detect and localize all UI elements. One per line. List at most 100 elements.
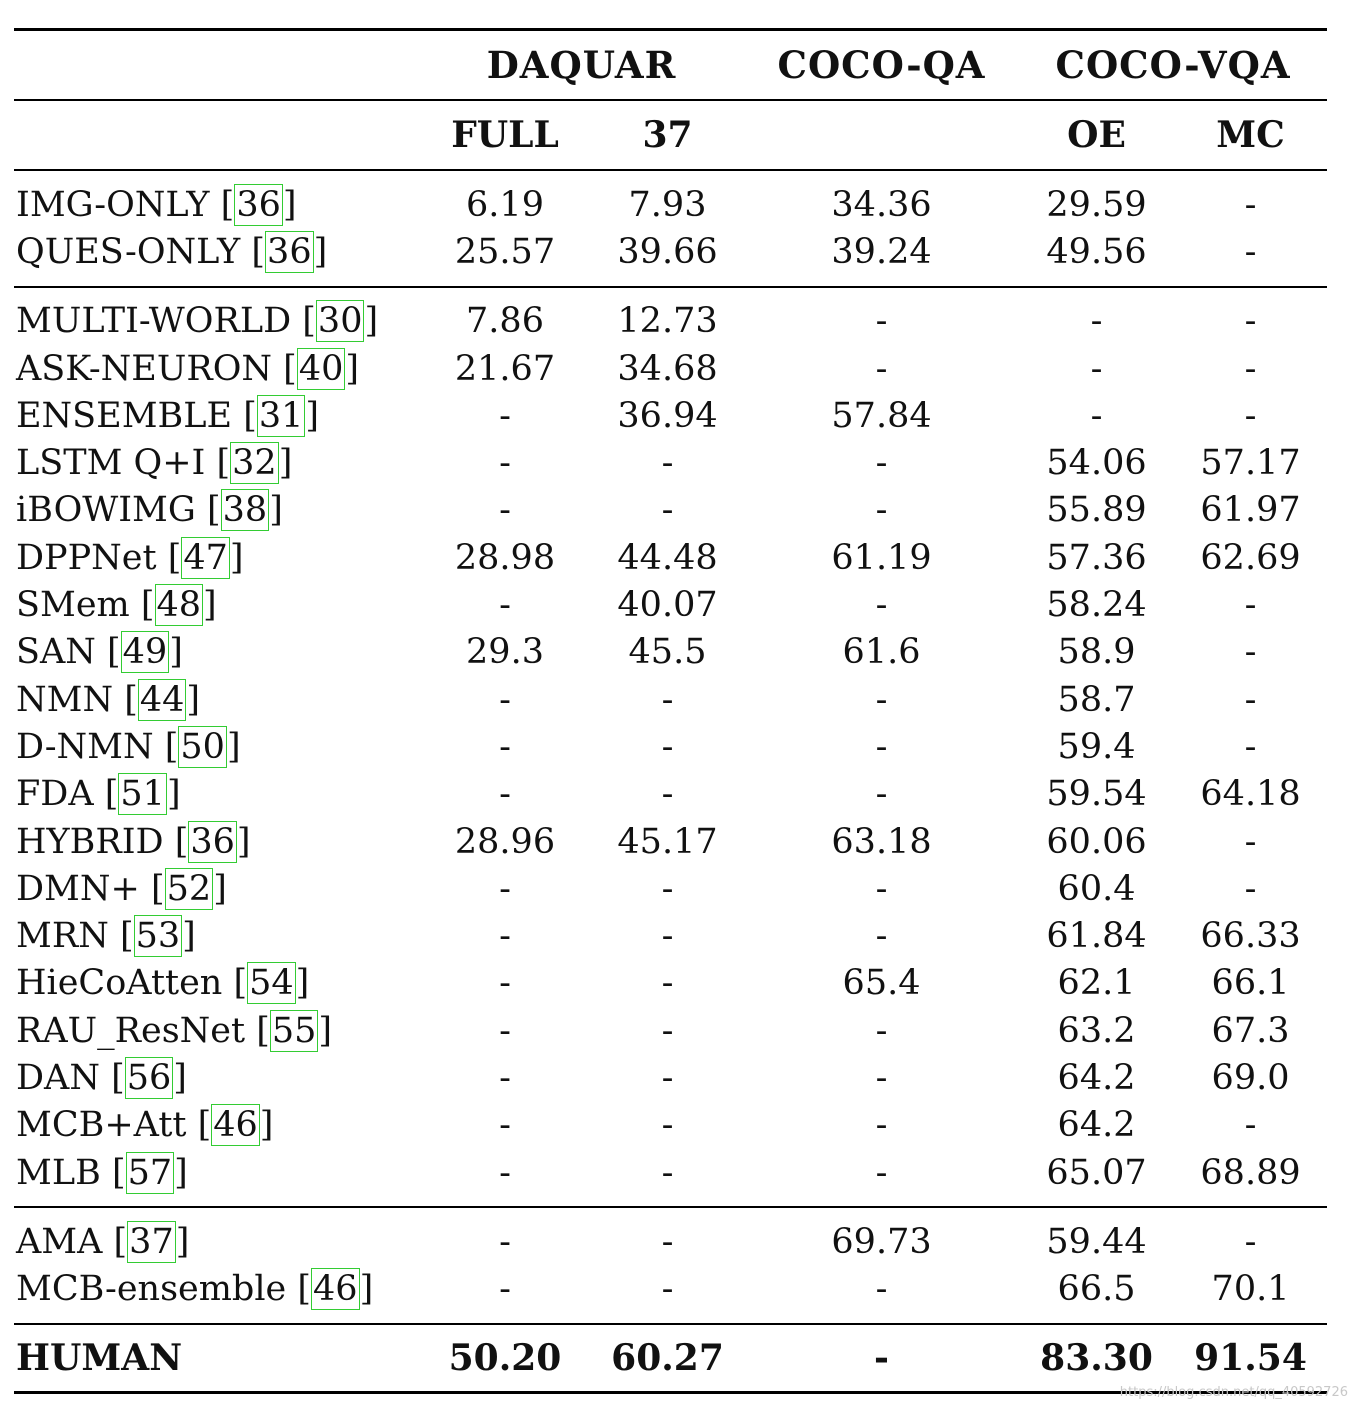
dataset-header-coco-qa: COCO-QA (777, 43, 986, 87)
citation-link[interactable]: 32 (230, 442, 279, 485)
method-cell: ASK-NEURON [40] (16, 347, 360, 390)
table-row: FDA [51] - - - 59.54 64.18 (14, 771, 1327, 818)
dataset-header-row: DAQUAR COCO-QA COCO-VQA (14, 29, 1328, 101)
citation-link[interactable]: 30 (315, 300, 365, 343)
citation-link[interactable]: 40 (296, 347, 346, 390)
score-cell: 45.5 (628, 632, 707, 673)
human-row: HUMAN 50.20 60.27 - 83.30 91.54 (14, 1323, 1328, 1393)
table-row: DPPNet [47] 28.98 44.48 61.19 57.36 62.69 (14, 534, 1327, 581)
score-cell: - (1244, 585, 1257, 626)
score-cell: - (661, 1269, 674, 1310)
citation-link[interactable]: 46 (211, 1104, 260, 1147)
score-cell: - (875, 916, 888, 957)
table-row: QUES-ONLY [36] 25.57 39.66 39.24 49.56 - (14, 228, 1327, 286)
citation-link[interactable]: 36 (234, 183, 283, 226)
score-cell: - (661, 726, 674, 767)
citation-link[interactable]: 46 (311, 1268, 360, 1311)
score-cell: 66.5 (1057, 1269, 1136, 1310)
score-cell: 28.96 (454, 821, 556, 862)
score-cell: 58.7 (1057, 679, 1136, 720)
score-cell: - (875, 774, 888, 815)
score-cell: - (1244, 821, 1257, 862)
method-cell: MLB [57] (16, 1151, 188, 1194)
score-cell: 49.56 (1046, 231, 1147, 272)
method-cell: MCB+Att [46] (16, 1104, 274, 1147)
score-cell: - (1090, 348, 1103, 389)
table-row: SAN [49] 29.3 45.5 61.6 58.9 - (14, 629, 1327, 676)
citation-link[interactable]: 52 (164, 867, 214, 910)
citation-link[interactable]: 51 (118, 773, 167, 816)
dataset-header-daquar: DAQUAR (486, 43, 677, 87)
citation-link[interactable]: 53 (133, 915, 183, 958)
score-cell: - (874, 1336, 889, 1379)
citation-link[interactable]: 44 (137, 678, 187, 721)
score-cell: - (499, 1010, 511, 1051)
citation-link[interactable]: 31 (256, 394, 306, 437)
method-cell: IMG-ONLY [36] (16, 183, 297, 226)
score-cell: 61.6 (842, 632, 921, 673)
method-name: ASK-NEURON (16, 348, 273, 389)
citation-link[interactable]: 57 (125, 1151, 175, 1194)
method-cell: RAU_ResNet [55] (16, 1009, 333, 1052)
score-cell: - (661, 490, 674, 531)
table-row: LSTM Q+I [32] - - - 54.06 57.17 (14, 439, 1327, 486)
citation-link[interactable]: 56 (124, 1056, 174, 1099)
method-cell: SMem [48] (16, 584, 217, 627)
score-cell: 39.66 (617, 231, 718, 272)
citation-link[interactable]: 55 (269, 1009, 319, 1052)
method-name: DPPNet (16, 537, 157, 578)
score-cell: - (499, 395, 511, 436)
dataset-header-coco-vqa: COCO-VQA (1055, 43, 1291, 87)
score-cell: 64.18 (1200, 774, 1301, 815)
score-cell: - (661, 1152, 674, 1193)
subset-header (744, 100, 1019, 170)
score-cell: - (499, 679, 511, 720)
score-cell: 65.07 (1046, 1152, 1147, 1193)
citation-link[interactable]: 54 (247, 962, 296, 1005)
method-name: HieCoAtten (16, 963, 223, 1004)
citation-link[interactable]: 36 (188, 820, 237, 863)
citation-link[interactable]: 48 (154, 584, 204, 627)
table-row: DAN [56] - - - 64.2 69.0 (14, 1054, 1327, 1101)
score-cell: - (875, 348, 888, 389)
citation-link[interactable]: 38 (220, 489, 270, 532)
method-name: MRN (16, 916, 109, 957)
citation-link[interactable]: 49 (120, 631, 170, 674)
score-cell: 60.06 (1046, 821, 1147, 862)
score-cell: 34.68 (617, 348, 718, 389)
score-cell: 29.59 (1046, 184, 1147, 225)
subset-header: FULL (451, 114, 559, 156)
score-cell: - (875, 1152, 888, 1193)
score-cell: - (499, 1221, 511, 1262)
score-cell: 64.2 (1057, 1105, 1136, 1146)
score-cell: 29.3 (466, 632, 544, 673)
score-cell: - (499, 1057, 511, 1098)
citation-link[interactable]: 50 (178, 725, 227, 768)
score-cell: 67.3 (1211, 1010, 1290, 1051)
method-name: DMN+ (16, 868, 140, 909)
method-name: D-NMN (16, 726, 154, 767)
score-cell: - (1244, 1221, 1257, 1262)
method-header (14, 30, 419, 101)
method-name: ENSEMBLE (16, 395, 233, 436)
score-cell: - (499, 726, 511, 767)
subset-header: MC (1216, 114, 1285, 156)
table-row: RAU_ResNet [55] - - - 63.2 67.3 (14, 1007, 1327, 1054)
table-row: ENSEMBLE [31] - 36.94 57.84 - - (14, 392, 1327, 439)
score-cell: 65.4 (842, 963, 921, 1004)
score-cell: - (875, 1010, 888, 1051)
citation-link[interactable]: 37 (127, 1220, 176, 1263)
score-cell: 83.30 (1040, 1336, 1153, 1379)
method-name: IMG-ONLY (16, 184, 210, 225)
score-cell: - (1244, 348, 1257, 389)
method-cell: QUES-ONLY [36] (16, 230, 328, 273)
method-cell: MCB-ensemble [46] (16, 1268, 374, 1311)
score-cell: - (1244, 868, 1257, 909)
citation-link[interactable]: 36 (265, 230, 314, 273)
citation-link[interactable]: 47 (181, 536, 230, 579)
method-name: MCB+Att (16, 1105, 187, 1146)
results-table-container: DAQUAR COCO-QA COCO-VQA FULL 37 OE MC IM… (14, 28, 1328, 1394)
subset-header: OE (1067, 114, 1126, 156)
score-cell: 50.20 (448, 1336, 562, 1379)
table-row: NMN [44] - - - 58.7 - (14, 676, 1327, 723)
